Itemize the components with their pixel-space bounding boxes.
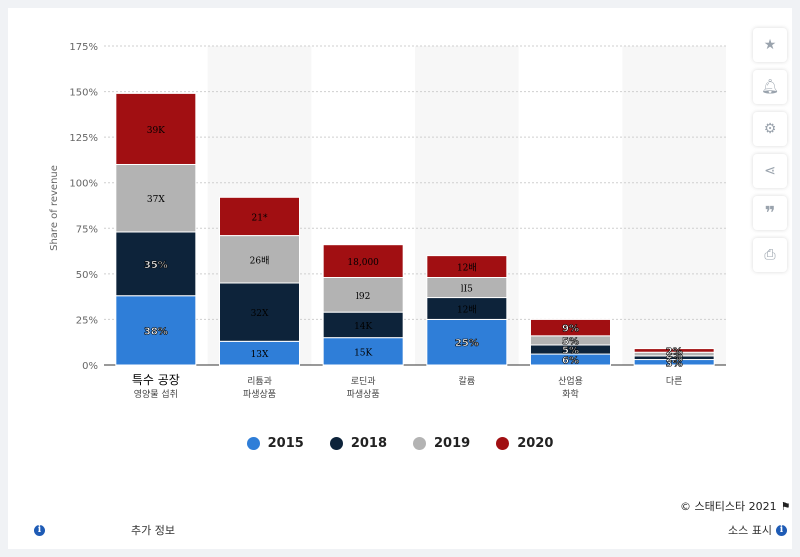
bar-segment[interactable] — [115, 163, 197, 233]
data-label: 37X — [147, 195, 165, 205]
legend-label: 2015 — [267, 436, 304, 451]
more-info-text: 추가 정보 — [131, 524, 175, 537]
data-label: 9% — [562, 324, 579, 335]
legend-item[interactable]: 2015 — [246, 436, 304, 451]
x-tick-label: 다른 — [666, 376, 683, 387]
bell-icon[interactable]: 🔔︎ — [753, 70, 787, 104]
legend-swatch — [413, 437, 426, 450]
print-icon[interactable]: ⎙ — [753, 238, 787, 272]
bar-segment[interactable] — [219, 235, 300, 284]
bar-segment[interactable] — [633, 348, 715, 353]
x-tick-label: 산업용 — [558, 376, 583, 387]
data-label: 18,000 — [347, 258, 379, 268]
y-tick-label: 125% — [69, 133, 98, 144]
category-band — [622, 46, 726, 365]
data-label: 2% — [666, 346, 683, 357]
chart: 0% 25% 50% 75% 100% 125% 150% 175% 38% 35% 37X 39K… — [49, 42, 726, 400]
share-icon[interactable]: ⋖ — [753, 154, 787, 188]
bar-segment[interactable] — [426, 318, 508, 366]
credit[interactable]: © 스태티스타 2021 ⚑ — [680, 498, 790, 514]
data-label: 2% — [666, 350, 683, 361]
bar-segment[interactable] — [115, 92, 197, 165]
legend-item[interactable]: 2020 — [496, 436, 553, 451]
chart-card: 0% 25% 50% 75% 100% 125% 150% 175% 38% 35% 37X 39K… — [8, 8, 792, 549]
legend-label: 2020 — [517, 436, 554, 451]
legend-label: 2018 — [350, 436, 387, 451]
y-tick-label: 75% — [76, 224, 98, 235]
show-source-link[interactable]: 소스 표시 i — [728, 522, 787, 538]
data-label: 3% — [666, 358, 683, 369]
y-tick-label: 175% — [69, 42, 98, 53]
legend: 2015 2018 2019 2020 — [8, 436, 792, 451]
legend-swatch — [329, 437, 343, 450]
data-label: 15K — [354, 348, 372, 358]
bar-segment[interactable] — [322, 277, 404, 313]
y-tick-label: 100% — [69, 179, 98, 190]
data-label: 2% — [666, 354, 683, 365]
data-label: 12배 — [457, 304, 477, 315]
bar-segment[interactable] — [322, 311, 404, 339]
legend-item[interactable]: 2018 — [329, 436, 387, 451]
y-tick-label: 0% — [82, 361, 98, 372]
x-tick-label: 특수 공장 — [132, 373, 180, 387]
info-icon: i — [34, 524, 45, 536]
x-tick-label: 영양물 섭취 — [134, 389, 178, 400]
data-label: 21* — [252, 213, 268, 223]
data-label: lI5 — [461, 285, 473, 295]
y-axis-label: Share of revenue — [49, 165, 60, 251]
info-icon: i — [775, 524, 787, 536]
data-label: 25% — [455, 338, 479, 349]
credit-text: © 스태티스타 2021 — [680, 500, 777, 513]
show-source-text: 소스 표시 — [728, 524, 772, 537]
data-label: 38% — [144, 326, 168, 337]
bars: 38% 35% 37X 39K 13X 32X 26배 21* 15K 14K l92 18,000 2… — [115, 92, 715, 370]
y-tick-label: 25% — [76, 315, 98, 326]
category-bands — [207, 46, 726, 365]
bar-segment[interactable] — [219, 196, 300, 237]
legend-label: 2019 — [434, 436, 471, 451]
bar-segment[interactable] — [115, 231, 197, 297]
y-axis-ticks: 0% 25% 50% 75% 100% 125% 150% 175% — [69, 42, 98, 372]
legend-swatch — [496, 437, 510, 450]
data-label: 14K — [354, 322, 372, 332]
data-label: 13X — [251, 350, 269, 360]
x-tick-label: 칼륨 — [459, 376, 476, 387]
quote-icon[interactable]: ❞ — [753, 196, 787, 230]
x-tick-label: 로딘과 — [351, 376, 376, 387]
data-label: l92 — [356, 292, 370, 302]
data-label: 35% — [144, 260, 168, 271]
bar-segment[interactable] — [322, 244, 404, 279]
x-tick-label: 파생상품 — [243, 389, 276, 400]
data-label: 12배 — [457, 263, 477, 274]
side-toolbar: ★ 🔔︎ ⚙ ⋖ ❞ ⎙ — [753, 28, 787, 272]
star-icon[interactable]: ★ — [753, 28, 787, 62]
x-tick-label: 파생상품 — [347, 389, 380, 400]
more-info-link[interactable]: i 추가 정보 — [34, 522, 175, 538]
flag-icon: ⚑ — [780, 499, 791, 513]
data-label: 32X — [251, 309, 269, 319]
grid — [104, 45, 726, 366]
data-label: 5% — [562, 346, 579, 357]
y-tick-label: 150% — [69, 88, 98, 99]
data-label: 39K — [147, 126, 165, 136]
gear-icon[interactable]: ⚙ — [753, 112, 787, 146]
legend-item[interactable]: 2019 — [413, 436, 470, 451]
x-tick-label: 화학 — [562, 389, 579, 400]
data-label: 6% — [562, 356, 579, 367]
bar-segment[interactable] — [426, 255, 508, 279]
y-tick-label: 50% — [76, 270, 98, 281]
x-tick-label: 리튬과 — [247, 376, 272, 387]
bar-segment[interactable] — [530, 318, 611, 337]
legend-swatch — [246, 437, 260, 450]
data-label: 26배 — [250, 255, 270, 266]
data-label: 5% — [562, 336, 579, 347]
